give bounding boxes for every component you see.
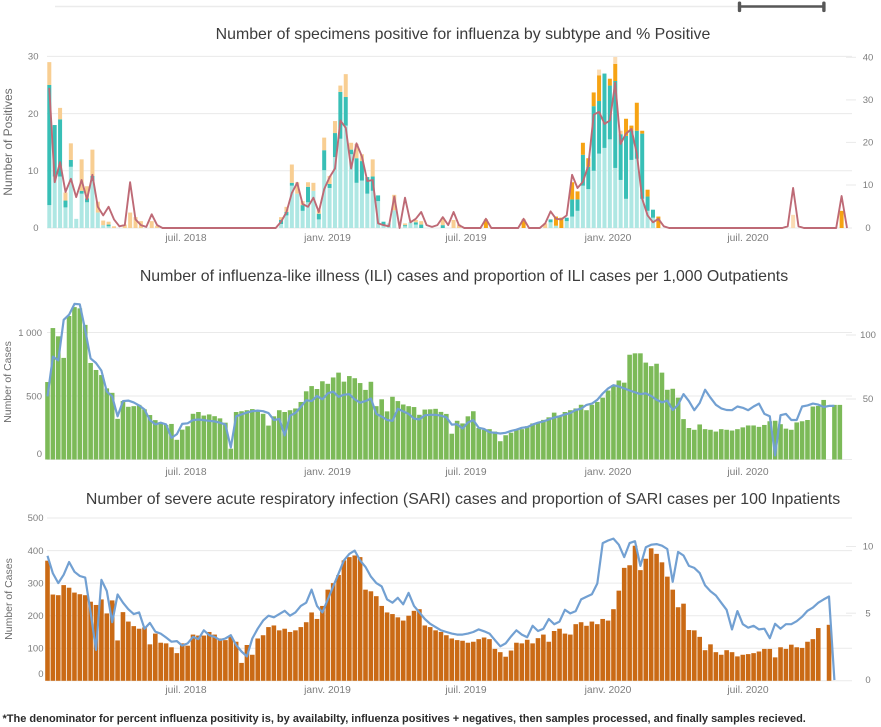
svg-text:juil. 2020: juil. 2020 (726, 685, 768, 696)
svg-text:0: 0 (38, 669, 43, 680)
svg-text:400: 400 (28, 546, 44, 557)
svg-text:300: 300 (28, 578, 44, 589)
svg-text:100: 100 (860, 330, 876, 341)
svg-text:janv. 2019: janv. 2019 (303, 233, 351, 244)
svg-text:50: 50 (863, 394, 874, 405)
svg-text:0: 0 (865, 223, 870, 234)
svg-text:1 000: 1 000 (18, 328, 42, 339)
svg-text:Number of specimens positive f: Number of specimens positive for influen… (216, 26, 711, 43)
svg-text:janv. 2019: janv. 2019 (303, 467, 351, 478)
svg-text:janv. 2020: janv. 2020 (584, 685, 632, 696)
svg-text:0: 0 (37, 449, 42, 460)
svg-text:janv. 2020: janv. 2020 (584, 467, 632, 478)
svg-text:Number of Cases: Number of Cases (2, 341, 14, 423)
svg-text:Number of Positives: Number of Positives (1, 88, 15, 195)
svg-text:juil. 2020: juil. 2020 (726, 233, 768, 244)
svg-text:juil. 2018: juil. 2018 (164, 467, 206, 478)
svg-text:40: 40 (863, 53, 874, 64)
svg-text:20: 20 (863, 138, 874, 149)
svg-text:*The denominator for percent i: *The denominator for percent influenza p… (3, 713, 806, 725)
svg-text:juil. 2018: juil. 2018 (164, 233, 206, 244)
svg-text:Number of severe acute respira: Number of severe acute respiratory infec… (86, 491, 840, 508)
svg-text:5: 5 (865, 609, 870, 620)
svg-text:10: 10 (863, 542, 874, 553)
svg-text:0: 0 (865, 675, 870, 686)
svg-text:0: 0 (33, 223, 38, 234)
svg-text:juil. 2019: juil. 2019 (444, 467, 486, 478)
svg-text:100: 100 (28, 644, 44, 655)
svg-text:30: 30 (863, 95, 874, 106)
svg-text:20: 20 (28, 109, 39, 120)
svg-text:30: 30 (28, 52, 39, 63)
svg-text:500: 500 (28, 513, 44, 524)
svg-text:500: 500 (26, 392, 42, 403)
svg-text:janv. 2019: janv. 2019 (303, 685, 351, 696)
svg-text:10: 10 (28, 166, 39, 177)
svg-text:Number of influenza-like illne: Number of influenza-like illness (ILI) c… (140, 268, 788, 285)
svg-text:janv. 2020: janv. 2020 (584, 233, 632, 244)
svg-text:juil. 2019: juil. 2019 (444, 685, 486, 696)
svg-text:juil. 2018: juil. 2018 (164, 685, 206, 696)
svg-text:200: 200 (28, 611, 44, 622)
svg-text:Number of Cases: Number of Cases (3, 558, 15, 640)
svg-text:juil. 2020: juil. 2020 (726, 467, 768, 478)
svg-text:juil. 2019: juil. 2019 (444, 233, 486, 244)
svg-text:10: 10 (863, 180, 874, 191)
